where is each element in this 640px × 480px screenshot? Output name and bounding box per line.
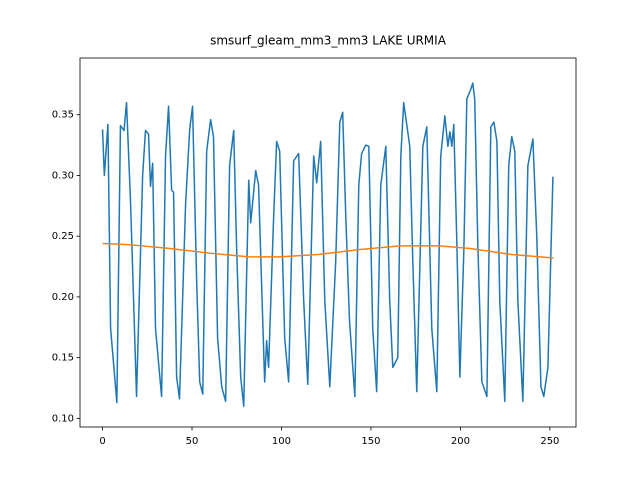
chart-title: smsurf_gleam_mm3_mm3 LAKE URMIA: [210, 34, 447, 48]
plot-frame: [79, 57, 577, 428]
y-tick-label: 0.20: [52, 292, 74, 303]
x-tick-label: 250: [540, 436, 559, 447]
y-tick-label: 0.15: [52, 353, 74, 364]
x-tick-label: 200: [451, 436, 470, 447]
y-tick-label: 0.30: [52, 170, 74, 181]
y-tick-label: 0.10: [52, 413, 74, 424]
y-tick-label: 0.25: [52, 231, 74, 242]
line-series: [101, 82, 554, 407]
y-tick-label: 0.35: [52, 110, 74, 121]
x-tick-label: 100: [272, 436, 291, 447]
x-tick-label: 50: [186, 436, 199, 447]
x-tick-label: 150: [361, 436, 380, 447]
x-tick-label: 0: [99, 436, 105, 447]
line-series: [102, 242, 554, 259]
